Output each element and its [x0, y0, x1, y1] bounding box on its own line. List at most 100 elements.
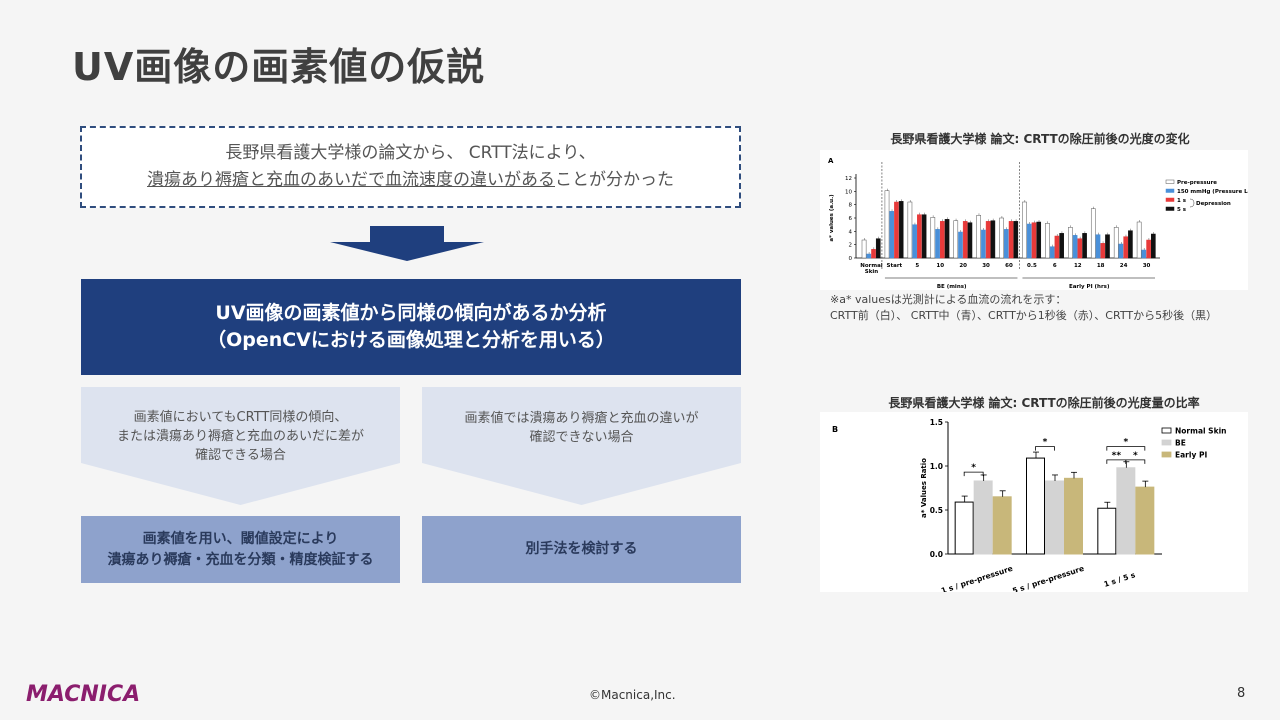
finding-box: 長野県看護大学様の論文から、 CRTT法により、 潰瘍あり褥瘡と充血のあいだで血…	[80, 126, 741, 208]
down-arrow-icon	[330, 226, 484, 261]
chart-a-bar	[1077, 238, 1083, 259]
chart-a-legend-swatch	[1165, 179, 1175, 184]
page-number: 8	[1237, 686, 1246, 701]
chart-a-legend-label: 150 mmHg (Pressure Load)	[1177, 189, 1248, 195]
chart-a-x-tick-label: 20	[959, 263, 967, 269]
chart-a-bar	[962, 221, 968, 259]
chart-a-bar	[1072, 235, 1078, 259]
chart-a-y-tick-label: 8	[849, 203, 853, 209]
analysis-line1: UV画像の画素値から同様の傾向があるか分析	[215, 302, 607, 324]
chart-a-x-tick-label: 5	[915, 263, 919, 269]
chart-a-x-tick-label: 60	[1005, 263, 1013, 269]
chart-b-legend-swatch	[1161, 427, 1172, 434]
chart-a-bar	[912, 224, 917, 259]
chart-a-bar	[1146, 239, 1151, 259]
chart-a-bar	[999, 217, 1004, 259]
chart-b-y-tick-label: 1.0	[930, 462, 943, 471]
chart-b-panel-label: B	[832, 425, 838, 434]
chart-a-bar	[981, 229, 986, 259]
chart-a-bar	[1026, 223, 1032, 259]
chart-a-bar	[1090, 208, 1096, 259]
chart-a-y-tick-label: 4	[849, 229, 853, 235]
chart-a-legend-depression: Depression	[1196, 201, 1231, 207]
chart-a-bar	[1036, 221, 1042, 259]
chart-a-bar	[1059, 233, 1064, 259]
chart-b-sig-label: *	[1123, 438, 1128, 448]
chart-a-bar	[985, 221, 991, 259]
chart-a-bar	[1151, 233, 1156, 259]
chart-a-x-tick-label: 30	[1143, 263, 1151, 269]
chart-b-legend-label: Normal Skin	[1175, 427, 1227, 436]
analysis-box: UV画像の画素値から同様の傾向があるか分析 （OpenCVにおける画像処理と分析…	[81, 279, 741, 375]
chart-a-bar	[1113, 227, 1119, 259]
chart-a-bar	[1105, 234, 1110, 259]
chart-a-bar	[917, 214, 922, 259]
chart-a-y-tick-label: 10	[845, 189, 852, 195]
chart-a-bar	[958, 231, 963, 259]
chart-a-note-line2: CRTT前（白）、 CRTT中（青）、CRTTから1秒後（赤）、CRTTから5秒…	[830, 309, 1218, 322]
chart-a-note: ※a* valuesは光測計による血流の流れを示す： CRTT前（白）、 CRT…	[830, 292, 1275, 324]
chart-a-x-tick-label: 6	[1053, 263, 1057, 269]
copyright: ©Macnica,Inc.	[589, 688, 676, 702]
chart-a-bar	[1004, 229, 1009, 259]
branch-action-1: 画素値を用い、閾値設定により 潰瘍あり褥瘡・充血を分類・精度検証する	[81, 516, 400, 583]
chart-a-bar	[898, 201, 904, 259]
chart-a-bar	[990, 220, 996, 259]
chart-a-y-label: a* values (a.u.)	[829, 194, 835, 242]
chart-a-x-tick-label: 12	[1074, 263, 1082, 269]
chart-a-y-tick-label: 12	[845, 176, 852, 182]
chart-a-bar	[1095, 234, 1101, 259]
chart-b-x-tick-label: 5 s / pre-pressure	[1011, 564, 1085, 592]
chart-a-bar	[930, 217, 936, 259]
chart-b: B 0.0 0.5 1.0 1.5 a* Values Ratio 1 s / pre-pr…	[832, 418, 1227, 595]
chart-a-x-tick-label: 24	[1120, 263, 1128, 269]
chart-b-sig-label: *	[1043, 438, 1048, 448]
chart-b-bar	[1135, 486, 1155, 555]
branch-condition-2: 画素値では潰瘍あり褥瘡と充血の違いが 確認できない場合	[464, 411, 699, 445]
chart-b-legend-swatch	[1161, 439, 1172, 446]
chart-b-x-tick-label: 1 s / pre-pressure	[940, 564, 1014, 592]
chart-a-bar	[907, 201, 913, 259]
chart-b-bar	[973, 480, 993, 555]
chart-b-legend-swatch	[1161, 451, 1172, 458]
analysis-line2: （OpenCVにおける画像処理と分析を用いる）	[207, 329, 615, 351]
chart-b-bar	[992, 496, 1012, 555]
chart-a-bar	[861, 239, 867, 259]
chart-b-sig-bracket	[963, 471, 984, 477]
finding-line1: 長野県看護大学様の論文から、 CRTT法により、	[225, 143, 596, 163]
page-title: UV画像の画素値の仮説	[72, 45, 486, 89]
chart-a-bar	[1136, 221, 1142, 259]
logo-text: MACNICA	[26, 682, 140, 706]
chart-a-bar	[967, 222, 973, 259]
chart-a-y-tick-label: 2	[849, 243, 853, 249]
chart-b-bar	[1116, 467, 1136, 555]
chart-b-sig-bracket	[1125, 459, 1146, 464]
chart-a-bar	[939, 221, 945, 259]
chart-a-bar	[1013, 221, 1019, 259]
chart-a-bar	[1118, 243, 1124, 259]
finding-line2: 潰瘍あり褥瘡と充血のあいだで血流速度の違いがあることが分かった	[147, 167, 674, 194]
finding-underlined-text: 潰瘍あり褥瘡と充血のあいだで血流速度の違いがある	[147, 170, 555, 190]
chart-b-legend-label: Early PI	[1175, 451, 1207, 460]
chart-a-x-tick-label: Start	[887, 263, 903, 269]
chart-b-y-label: a* Values Ratio	[920, 458, 928, 518]
chart-b-y-tick-label: 0.5	[930, 506, 943, 515]
chart-a-bar	[1100, 243, 1106, 259]
chart-b-legend-label: BE	[1175, 439, 1186, 448]
chart-a-bar	[944, 219, 950, 259]
chart-b-y-tick-label: 1.5	[930, 418, 943, 427]
chart-a-bar	[894, 201, 899, 259]
chart-b-bar	[1064, 477, 1083, 555]
chart-a-panel-label: A	[828, 157, 834, 165]
chart-a-bar	[1123, 236, 1128, 259]
chart-b-y-tick-label: 0.0	[930, 550, 943, 559]
chart-b-title: 長野県看護大学様 論文: CRTTの除圧前後の光度量の比率	[888, 396, 1200, 410]
chart-a-x-tick-label: Skin	[865, 269, 879, 275]
chart-a-bar	[1008, 221, 1014, 259]
chart-a-legend-label: 5 s	[1177, 207, 1187, 213]
chart-a-bar	[1141, 249, 1147, 259]
chart-a-bar	[871, 249, 876, 259]
chart-a-legend-swatch	[1165, 197, 1175, 202]
chart-a-x-tick-label: 0.5	[1027, 263, 1037, 269]
chart-b-bar	[1026, 457, 1045, 555]
